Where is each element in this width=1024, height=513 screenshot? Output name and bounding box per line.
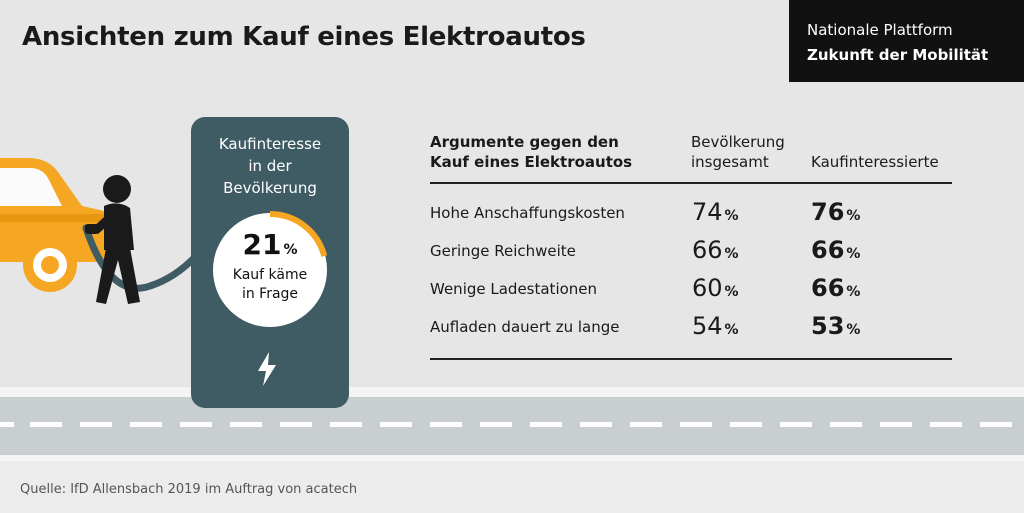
row-label: Wenige Ladestationen [430,280,598,298]
header-argument: Argumente gegen den Kauf eines Elektroau… [430,132,680,172]
road-graphic [0,387,1024,462]
row-label: Aufladen dauert zu lange [430,318,620,336]
lightning-bolt-icon [258,352,276,386]
brand-logo-box: Nationale Plattform Zukunft der Mobilitä… [789,0,1024,82]
interest-caption-line-1: Kauf käme [232,267,308,283]
population-number: 74 [692,198,723,226]
percent-unit: % [846,322,861,338]
header-argument-line-1: Argumente gegen den [430,133,619,151]
table-row: Aufladen dauert zu lange 54% 53% [430,312,952,350]
footer-band [0,461,1024,513]
header-population: Bevölkerung insgesamt [691,132,811,172]
interest-number: 21 [242,228,282,261]
percent-unit: % [846,284,861,300]
header-interested: Kaufinteressierte [811,153,939,171]
percent-unit: % [724,246,739,262]
interest-gauge [213,211,328,327]
row-interested-value: 66% [811,236,860,264]
interest-gauge-text: 21% Kauf käme in Frage [210,229,330,304]
person-icon [85,175,140,304]
row-population-value: 74% [692,198,739,226]
population-number: 60 [692,274,723,302]
car-icon [0,158,110,292]
page-title: Ansichten zum Kauf eines Elektroautos [22,22,586,52]
table-row: Wenige Ladestationen 60% 66% [430,274,952,312]
header-population-line-1: Bevölkerung [691,133,785,151]
panel-label-line-3: Bevölkerung [223,179,317,197]
table-row: Geringe Reichweite 66% 66% [430,236,952,274]
interest-unit: % [283,242,298,258]
header-argument-line-2: Kauf eines Elektroautos [430,153,633,171]
panel-label-line-1: Kaufinteresse [218,135,322,153]
percent-unit: % [846,246,861,262]
panel-label: Kaufinteresse in der Bevölkerung [191,133,349,199]
percent-unit: % [724,208,739,224]
interest-value: 21% [210,229,330,266]
brand-line-2: Zukunft der Mobilität [807,46,989,64]
interested-number: 53 [811,312,845,340]
row-population-value: 54% [692,312,739,340]
interested-number: 66 [811,274,845,302]
row-population-value: 60% [692,274,739,302]
percent-unit: % [724,322,739,338]
car-charging-illustration [0,158,200,304]
charging-cable [82,224,200,292]
interested-number: 76 [811,198,845,226]
row-label: Hohe Anschaffungskosten [430,204,625,222]
row-label: Geringe Reichweite [430,242,576,260]
panel-label-line-2: in der [248,157,292,175]
percent-unit: % [846,208,861,224]
source-note: Quelle: IfD Allensbach 2019 im Auftrag v… [20,482,358,497]
row-interested-value: 53% [811,312,860,340]
table-row: Hohe Anschaffungskosten 74% 76% [430,198,952,236]
interested-number: 66 [811,236,845,264]
table-bottom-rule [430,358,952,360]
brand-line-1: Nationale Plattform [807,21,953,39]
population-number: 66 [692,236,723,264]
table-top-rule [430,182,952,184]
row-population-value: 66% [692,236,739,264]
interest-caption-line-2: in Frage [241,286,299,302]
header-population-line-2: insgesamt [691,153,769,171]
percent-unit: % [724,284,739,300]
population-number: 54 [692,312,723,340]
row-interested-value: 76% [811,198,860,226]
row-interested-value: 66% [811,274,860,302]
interest-gauge-arc [269,211,328,257]
